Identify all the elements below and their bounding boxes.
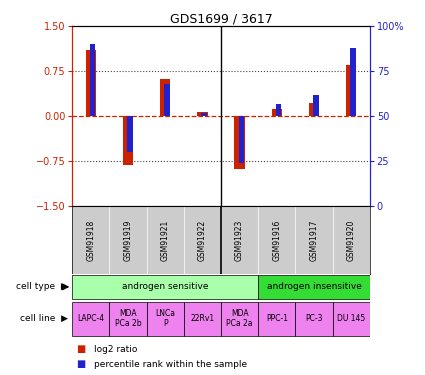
Text: GSM91918: GSM91918	[86, 219, 95, 261]
Bar	[164, 84, 170, 116]
Text: GSM91921: GSM91921	[161, 219, 170, 261]
Bar	[72, 302, 109, 336]
Bar	[123, 116, 133, 165]
Bar	[239, 116, 244, 163]
Text: GSM91920: GSM91920	[347, 219, 356, 261]
Text: androgen sensitive: androgen sensitive	[122, 282, 209, 291]
Text: LNCa
P: LNCa P	[155, 309, 175, 328]
Title: GDS1699 / 3617: GDS1699 / 3617	[170, 12, 272, 25]
Bar	[346, 65, 356, 116]
Bar	[184, 302, 221, 336]
Text: PPC-1: PPC-1	[266, 314, 288, 323]
Bar	[72, 275, 258, 298]
Text: GSM91917: GSM91917	[309, 219, 318, 261]
Text: ■: ■	[76, 344, 86, 354]
Bar	[332, 302, 370, 336]
Bar	[160, 79, 170, 116]
Text: cell type  ▶: cell type ▶	[16, 282, 68, 291]
Bar	[109, 302, 147, 336]
Text: GSM91919: GSM91919	[124, 219, 133, 261]
Bar	[85, 50, 96, 116]
Text: PC-3: PC-3	[305, 314, 323, 323]
Text: log2 ratio: log2 ratio	[94, 345, 137, 354]
Bar	[221, 302, 258, 336]
Text: DU 145: DU 145	[337, 314, 365, 323]
Bar	[309, 103, 319, 116]
Bar	[295, 302, 332, 336]
Text: androgen insensitive: androgen insensitive	[266, 282, 361, 291]
Bar	[272, 109, 282, 116]
Bar	[127, 116, 133, 152]
Text: GSM91923: GSM91923	[235, 219, 244, 261]
Bar	[201, 112, 207, 116]
Text: cell line  ▶: cell line ▶	[20, 314, 68, 323]
Bar	[276, 104, 281, 116]
Bar	[90, 44, 96, 116]
Text: MDA
PCa 2a: MDA PCa 2a	[227, 309, 253, 328]
Bar	[147, 302, 184, 336]
Bar	[258, 275, 370, 298]
Text: ■: ■	[76, 360, 86, 369]
Bar	[197, 112, 207, 116]
Text: GSM91922: GSM91922	[198, 219, 207, 261]
Text: MDA
PCa 2b: MDA PCa 2b	[115, 309, 142, 328]
Text: LAPC-4: LAPC-4	[77, 314, 105, 323]
Bar	[234, 116, 245, 169]
Text: GSM91916: GSM91916	[272, 219, 281, 261]
Bar	[350, 48, 356, 116]
Text: percentile rank within the sample: percentile rank within the sample	[94, 360, 246, 369]
Text: 22Rv1: 22Rv1	[190, 314, 215, 323]
Bar	[313, 94, 319, 116]
Bar	[258, 302, 295, 336]
